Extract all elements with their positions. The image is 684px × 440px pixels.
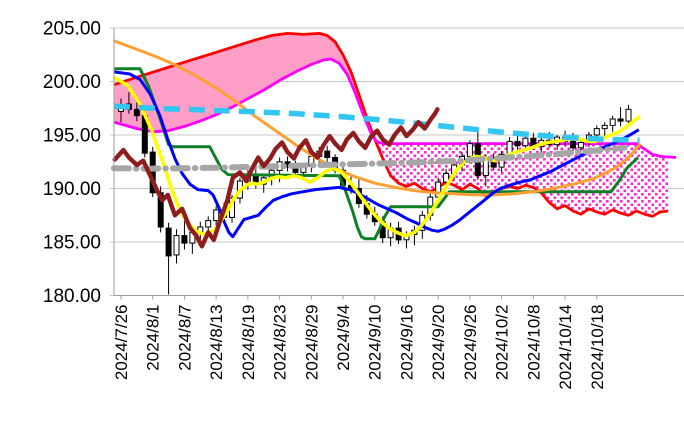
gray-dashdot-line-layer (110, 144, 628, 172)
x-tick-label: 2024/9/16 (397, 305, 416, 381)
candle (601, 122, 608, 137)
candle-body-up (466, 143, 473, 157)
candle-body-down (324, 150, 331, 159)
x-tick-label: 2024/10/8 (524, 305, 543, 381)
x-tick-label: 2024/9/4 (334, 305, 353, 371)
cloud-upper-red-line (113, 32, 669, 218)
candle-body-down (490, 158, 497, 168)
candle-body-up (593, 128, 600, 136)
candle-body-up (443, 173, 450, 183)
candle (625, 105, 632, 126)
dark-red-line (112, 107, 440, 249)
x-tick-label: 2024/8/13 (207, 305, 226, 381)
candle-body-down (133, 108, 140, 117)
candle (133, 101, 140, 122)
x-tick-label: 2024/9/20 (429, 305, 448, 381)
candle-body-down (617, 118, 624, 122)
candle (474, 128, 481, 180)
gray-dashdot-line (110, 144, 628, 172)
x-tick-label: 2024/8/1 (144, 305, 163, 371)
x-tick-label: 2024/8/29 (302, 305, 321, 381)
x-tick-label: 2024/8/7 (175, 305, 194, 371)
candle (181, 217, 188, 250)
x-tick-label: 2024/10/2 (493, 305, 512, 381)
y-tick-label: 190.00 (43, 179, 101, 200)
candle-body-up (522, 137, 529, 147)
candle (165, 222, 172, 295)
candle-body-down (514, 140, 521, 147)
y-tick-label: 205.00 (43, 19, 101, 40)
candle-body-down (165, 227, 172, 257)
candle-body-down (181, 235, 188, 244)
cloud-upper-red-line-layer (113, 32, 669, 218)
y-tick-label: 180.00 (43, 286, 101, 307)
candle-body-up (601, 124, 608, 130)
x-tick-label: 2024/10/14 (556, 305, 575, 390)
candle (324, 145, 331, 162)
orange-line-layer (113, 39, 642, 197)
candle-body-up (173, 235, 180, 256)
candle (609, 115, 616, 132)
candle-body-up (213, 209, 220, 222)
x-tick-label: 2024/8/19 (239, 305, 258, 381)
x-axis-labels: 2024/7/26 2024/8/1 2024/8/7 2024/8/13 2024/8… (112, 295, 607, 390)
x-tick-label: 2024/8/23 (271, 305, 290, 381)
axes (113, 28, 684, 296)
dark-red-line-layer (112, 107, 440, 249)
candle-body-up (609, 118, 616, 126)
blue-line (113, 70, 640, 239)
candle-body-up (577, 142, 584, 149)
candle (617, 107, 624, 127)
y-axis-labels: 205.00 200.00 195.00 190.00 185.00 180.00 (43, 19, 101, 307)
y-tick-label: 195.00 (43, 126, 101, 147)
candle-body-up (625, 108, 632, 122)
cyan-dashed-line-layer (113, 103, 640, 144)
candle-body-up (205, 220, 212, 228)
candle-body-down (570, 140, 576, 149)
orange-line (113, 39, 642, 197)
x-tick-label: 2024/9/26 (461, 305, 480, 381)
y-tick-label: 200.00 (43, 72, 101, 93)
bull-cloud-area (113, 33, 375, 140)
y-tick-label: 185.00 (43, 233, 101, 254)
x-tick-label: 2024/7/26 (112, 305, 131, 381)
x-tick-label: 2024/9/10 (366, 305, 385, 381)
cyan-dashed-line (113, 103, 640, 144)
blue-line-layer (113, 70, 640, 239)
x-tick-label: 2024/10/18 (588, 305, 607, 390)
candle (173, 229, 180, 264)
